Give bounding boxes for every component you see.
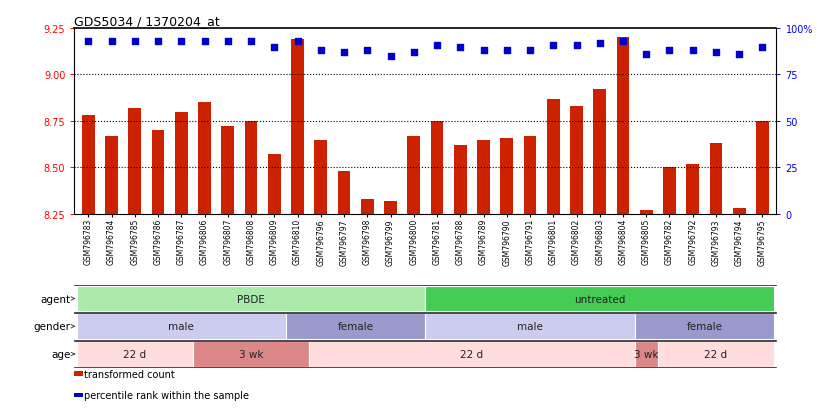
Text: 22 d: 22 d bbox=[460, 349, 483, 359]
Bar bbox=[657, 341, 774, 367]
Bar bbox=[501, 138, 513, 214]
Bar bbox=[338, 172, 350, 214]
Bar bbox=[524, 136, 536, 214]
Bar bbox=[286, 313, 425, 339]
Point bbox=[616, 38, 629, 45]
Bar bbox=[616, 38, 629, 214]
Point bbox=[105, 38, 118, 45]
Text: female: female bbox=[686, 321, 723, 332]
Bar bbox=[175, 112, 188, 214]
Point bbox=[593, 40, 606, 47]
Bar bbox=[756, 121, 769, 214]
Point bbox=[686, 48, 700, 55]
Point bbox=[314, 48, 327, 55]
Point bbox=[430, 42, 444, 49]
Point bbox=[547, 42, 560, 49]
Bar bbox=[221, 127, 235, 214]
Text: male: male bbox=[169, 321, 194, 332]
Text: transformed count: transformed count bbox=[84, 369, 175, 379]
Bar bbox=[547, 100, 560, 214]
Point bbox=[501, 48, 514, 55]
Text: untreated: untreated bbox=[574, 294, 625, 304]
Bar bbox=[82, 116, 95, 214]
Bar bbox=[309, 341, 634, 367]
Text: 22 d: 22 d bbox=[123, 349, 146, 359]
Point bbox=[244, 38, 258, 45]
Bar bbox=[634, 313, 774, 339]
Bar bbox=[128, 109, 141, 214]
Point bbox=[477, 48, 490, 55]
Bar bbox=[291, 40, 304, 214]
Bar bbox=[710, 144, 723, 214]
Bar bbox=[198, 103, 211, 214]
Bar bbox=[477, 140, 490, 214]
Point bbox=[221, 38, 235, 45]
Point bbox=[570, 42, 583, 49]
Text: age: age bbox=[51, 349, 71, 359]
Text: 3 wk: 3 wk bbox=[634, 349, 658, 359]
Bar bbox=[425, 286, 774, 312]
Point bbox=[151, 38, 164, 45]
Bar bbox=[77, 341, 193, 367]
Bar bbox=[77, 313, 286, 339]
Bar bbox=[425, 313, 634, 339]
Text: 3 wk: 3 wk bbox=[239, 349, 263, 359]
Bar bbox=[570, 107, 583, 214]
Bar bbox=[407, 136, 420, 214]
Point bbox=[384, 53, 397, 60]
Point bbox=[639, 52, 653, 58]
Text: agent: agent bbox=[40, 294, 71, 304]
Bar bbox=[634, 341, 657, 367]
Bar bbox=[268, 155, 281, 214]
Point bbox=[756, 44, 769, 51]
Point bbox=[710, 50, 723, 56]
Point bbox=[291, 38, 304, 45]
Bar bbox=[593, 90, 606, 214]
Point bbox=[733, 52, 746, 58]
Bar bbox=[686, 164, 699, 214]
Bar bbox=[640, 211, 653, 214]
Point bbox=[268, 44, 281, 51]
Bar bbox=[105, 136, 118, 214]
Point bbox=[82, 38, 95, 45]
Text: gender: gender bbox=[34, 321, 71, 332]
Bar bbox=[77, 286, 425, 312]
Text: GDS5034 / 1370204_at: GDS5034 / 1370204_at bbox=[74, 15, 220, 28]
Point bbox=[361, 48, 374, 55]
Bar bbox=[244, 121, 258, 214]
Point bbox=[128, 38, 141, 45]
Text: female: female bbox=[338, 321, 373, 332]
Bar bbox=[430, 121, 444, 214]
Point bbox=[174, 38, 188, 45]
Point bbox=[198, 38, 211, 45]
Point bbox=[337, 50, 350, 56]
Text: 22 d: 22 d bbox=[705, 349, 728, 359]
Text: PBDE: PBDE bbox=[237, 294, 265, 304]
Point bbox=[453, 44, 467, 51]
Point bbox=[524, 48, 537, 55]
Bar bbox=[663, 168, 676, 214]
Bar bbox=[384, 202, 397, 214]
Bar bbox=[361, 199, 373, 214]
Text: percentile rank within the sample: percentile rank within the sample bbox=[84, 390, 249, 400]
Point bbox=[407, 50, 420, 56]
Bar bbox=[152, 131, 164, 214]
Text: male: male bbox=[517, 321, 543, 332]
Bar bbox=[453, 146, 467, 214]
Bar bbox=[733, 209, 746, 214]
Bar bbox=[315, 140, 327, 214]
Bar bbox=[193, 341, 309, 367]
Point bbox=[663, 48, 676, 55]
